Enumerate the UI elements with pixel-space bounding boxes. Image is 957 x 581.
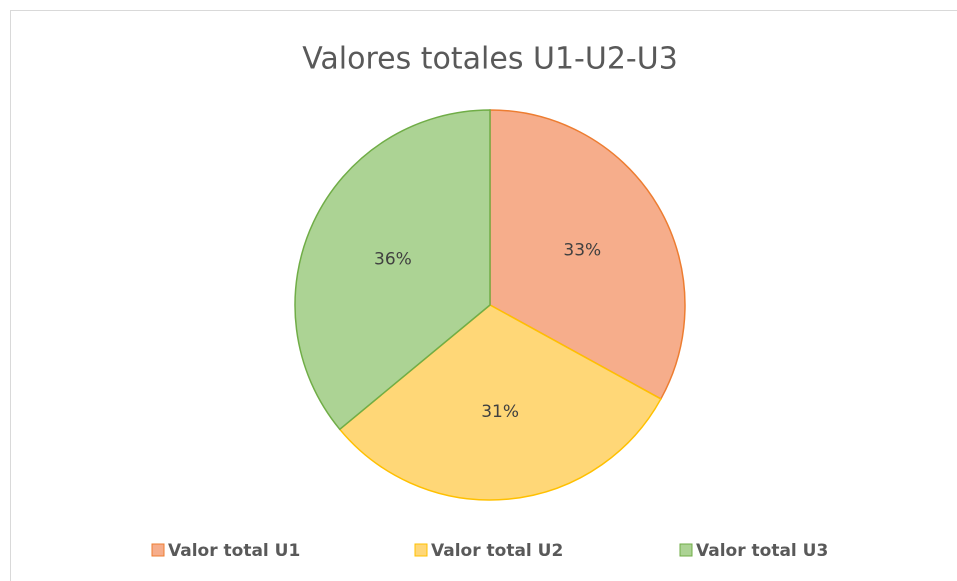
legend-swatch: [151, 543, 165, 557]
pie-slice: [338, 304, 662, 501]
legend-swatch: [679, 543, 693, 557]
data-label: 31%: [481, 402, 519, 422]
legend-label: Valor total U3: [696, 541, 828, 561]
legend-label: Valor total U1: [168, 541, 300, 561]
legend-label: Valor total U2: [431, 541, 563, 561]
pie-slice: [489, 109, 686, 400]
data-label: 33%: [563, 240, 601, 260]
legend-swatch: [414, 543, 428, 557]
chart-title: Valores totales U1-U2-U3: [302, 42, 678, 77]
data-label: 36%: [374, 249, 412, 269]
pie-slice: [294, 109, 491, 431]
